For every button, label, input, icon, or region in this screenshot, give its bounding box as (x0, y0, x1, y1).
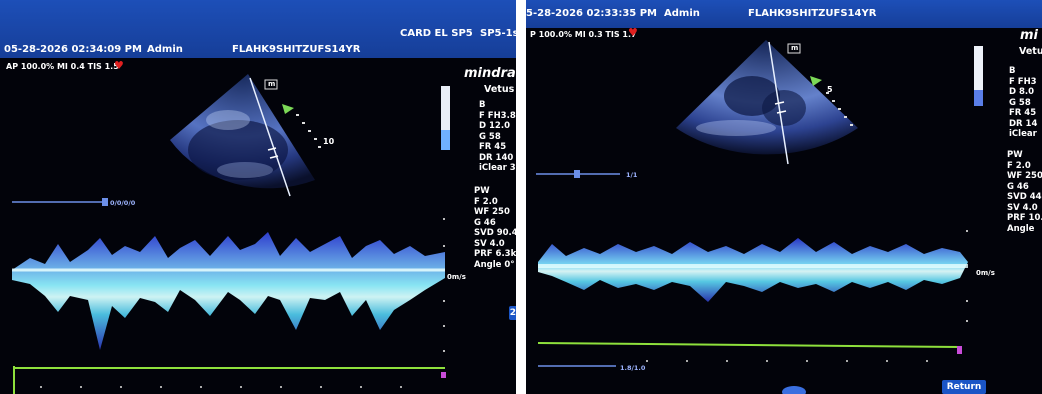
scale-label-left: 0/0/0/0 (110, 199, 136, 207)
param-dynamic-range: DR 140 (479, 152, 514, 163)
param-depth: D 12.0 (479, 121, 510, 131)
param-pw-freq: F 2.0 (474, 196, 498, 207)
probe-marker-icon-right: m (791, 44, 799, 52)
header-bar-right (526, 0, 1042, 28)
left-scan-canvas (0, 58, 516, 394)
param-freq: F FH3 (1009, 76, 1037, 87)
param-frame-rate: FR 45 (479, 142, 507, 152)
params-b-right: B F FH3 D 8.0 G 58 FR 45 DR 14 iClear (1009, 66, 1037, 140)
param-iclear: iClear (1009, 129, 1037, 139)
param-mode-pw: PW (474, 186, 490, 196)
user-left: Admin (147, 44, 183, 55)
param-mode-pw: PW (1007, 150, 1023, 160)
return-button[interactable]: Return (942, 380, 986, 394)
param-angle: Angle 0° (474, 259, 515, 270)
header-bar-left (0, 0, 516, 58)
param-pw-gain: G 46 (1007, 181, 1029, 192)
doppler-spectrum-left (12, 232, 445, 350)
probe-marker-icon-left: m (268, 80, 276, 88)
param-gain: G 58 (479, 131, 501, 142)
param-iclear: iClear 3 (479, 163, 516, 173)
param-wall-filter: WF 250 (474, 207, 510, 217)
ultrasound-photo-left: 05-28-2026 02:34:09 PM Admin FLAHK9SHITZ… (0, 0, 516, 394)
trace-line-right (537, 342, 961, 348)
baseline-label-right: 0m/s (976, 269, 995, 277)
ultrasound-photo-right: 5-28-2026 02:33:35 PM Admin FLAHK9SHITZU… (526, 0, 1042, 394)
model-label-left: Vetus M (484, 84, 516, 95)
param-mode-b: B (479, 100, 486, 110)
param-gain: G 58 (1009, 97, 1031, 108)
right-scan-canvas (526, 28, 1042, 394)
param-pw-gain: G 46 (474, 217, 496, 228)
datetime-right: 5-28-2026 02:33:35 PM (526, 8, 657, 19)
user-right: Admin (664, 8, 700, 19)
baseline-label-left: 0m/s (447, 273, 466, 281)
heart-icon-right: ♥ (628, 26, 638, 39)
screen-button-left[interactable]: 20 (509, 306, 516, 320)
datetime-left: 05-28-2026 02:34:09 PM (4, 44, 142, 55)
param-wall-filter: WF 250 (1007, 171, 1042, 181)
params-b-left: B F FH3.8 D 12.0 G 58 FR 45 DR 140 iClea… (479, 100, 516, 174)
scale-label-top-right: 1/1 (626, 171, 638, 179)
params-pw-left: PW F 2.0 WF 250 G 46 SVD 90.4 SV 4.0 PRF… (474, 186, 516, 270)
depth-mark-left: 10 (323, 137, 335, 146)
model-label-right: Vetu (1019, 46, 1042, 57)
param-frame-rate: FR 45 (1009, 108, 1037, 118)
param-depth: D 8.0 (1009, 87, 1035, 97)
doppler-spectrum-right (538, 238, 968, 302)
param-dynamic-range: DR 14 (1009, 118, 1038, 129)
heart-icon-left: ♥ (114, 59, 124, 72)
brand-logo-left: mindra (464, 66, 516, 81)
brand-logo-right: mi (1020, 28, 1039, 43)
param-mode-b: B (1009, 66, 1016, 76)
param-freq: F FH3.8 (479, 110, 516, 121)
param-prf: PRF 6.3k (474, 249, 516, 259)
param-sv: SV 4.0 (474, 238, 505, 249)
status-readout-right: P 100.0% MI 0.3 TIS 1.7 (530, 30, 637, 39)
param-prf: PRF 10. (1007, 213, 1042, 223)
param-sv: SV 4.0 (1007, 202, 1038, 213)
depth-mark-right: 5 (827, 85, 833, 94)
param-svd: SVD 90.4 (474, 228, 516, 238)
param-svd: SVD 44. (1007, 192, 1042, 202)
scale-label-bottom-right: 1.8/1.0 (620, 364, 646, 372)
status-readout-left: AP 100.0% MI 0.4 TIS 1.5 (6, 62, 119, 71)
patient-id-right: FLAHK9SHITZUFS14YR (748, 8, 877, 19)
probe-left: SP5-1s (480, 28, 516, 39)
params-pw-right: PW F 2.0 WF 250 G 46 SVD 44. SV 4.0 PRF … (1007, 150, 1042, 234)
patient-id-left: FLAHK9SHITZUFS14YR (232, 44, 361, 55)
param-angle: Angle (1007, 223, 1035, 234)
param-pw-freq: F 2.0 (1007, 160, 1031, 171)
preset-left: CARD EL SP5 (400, 28, 473, 39)
